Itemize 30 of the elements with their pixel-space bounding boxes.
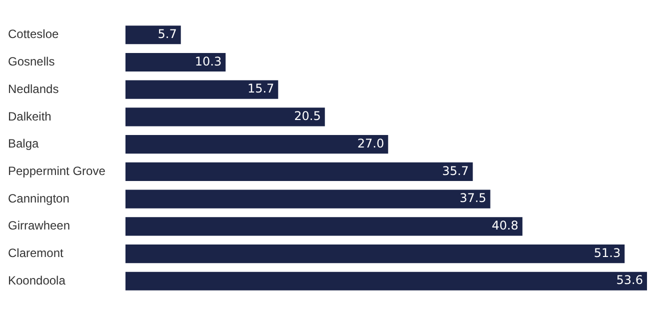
bar — [125, 217, 522, 236]
bar — [125, 108, 325, 126]
bar — [125, 244, 625, 264]
data-label: 10.3 — [194, 54, 222, 68]
y-tick-label: Gosnells — [8, 54, 55, 69]
data-label: 51.3 — [594, 246, 621, 260]
data-label: 5.7 — [158, 27, 177, 42]
data-label: 40.8 — [492, 218, 518, 233]
y-tick-label: Nedlands — [8, 82, 59, 96]
data-label: 37.5 — [460, 191, 486, 206]
y-tick-label: Balga — [8, 136, 40, 151]
y-tick-label: Cottesloe — [8, 27, 60, 42]
data-label: 20.5 — [294, 109, 321, 124]
bar — [125, 26, 181, 44]
data-label: 27.0 — [357, 136, 384, 150]
bar — [125, 135, 388, 154]
y-tick-label: Claremont — [8, 246, 64, 260]
bar — [125, 52, 226, 72]
data-label: 35.7 — [442, 164, 469, 178]
y-tick-label: Peppermint Grove — [8, 164, 106, 178]
y-tick-label: Cannington — [8, 191, 70, 206]
y-tick-label: Girrawheen — [8, 218, 70, 233]
data-label: 15.7 — [247, 82, 274, 96]
bar — [125, 272, 647, 290]
y-tick-label: Dalkeith — [8, 109, 52, 124]
bar — [125, 162, 473, 181]
y-tick-label: Koondoola — [8, 273, 66, 288]
bar — [125, 190, 490, 208]
bar — [125, 80, 278, 99]
data-label: 53.6 — [616, 273, 643, 288]
